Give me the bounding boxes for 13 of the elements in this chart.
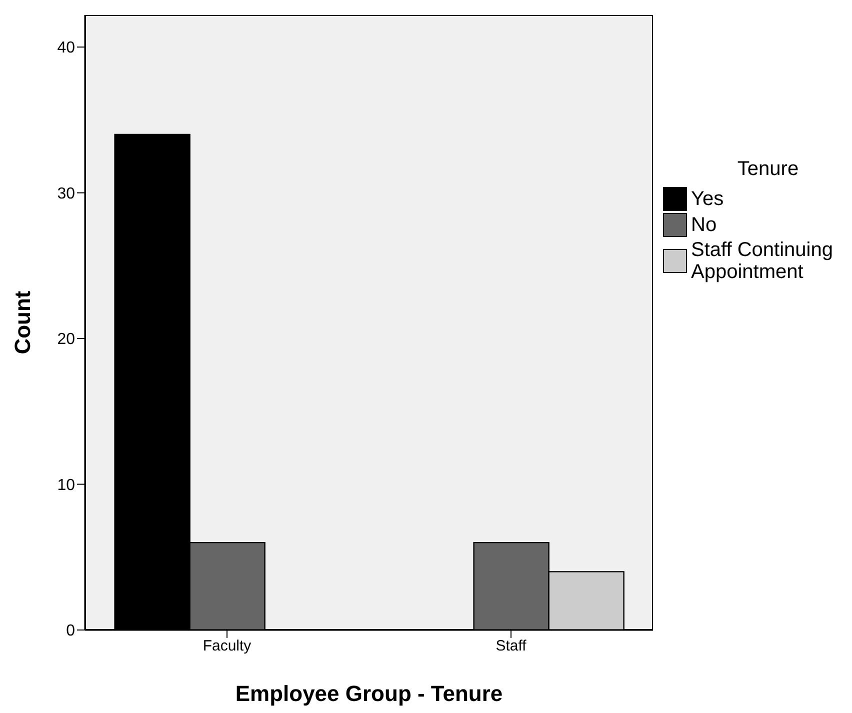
legend-title: Tenure — [736, 158, 800, 181]
x-tick-label: Staff — [496, 638, 528, 655]
y-tick-label: 40 — [57, 40, 76, 57]
x-tick-label: Faculty — [202, 638, 252, 655]
y-tick-label: 30 — [57, 185, 76, 202]
y-tick-label: 0 — [66, 622, 76, 640]
legend-label: Staff Continuing Appointment — [691, 239, 834, 283]
y-axis-title: Count — [10, 290, 35, 354]
legend-label: No — [691, 214, 717, 236]
y-tick-label: 10 — [57, 476, 76, 494]
y-tick-label: 20 — [57, 331, 76, 348]
x-axis-title: Employee Group - Tenure — [235, 681, 503, 706]
legend-label: Yes — [691, 188, 724, 210]
